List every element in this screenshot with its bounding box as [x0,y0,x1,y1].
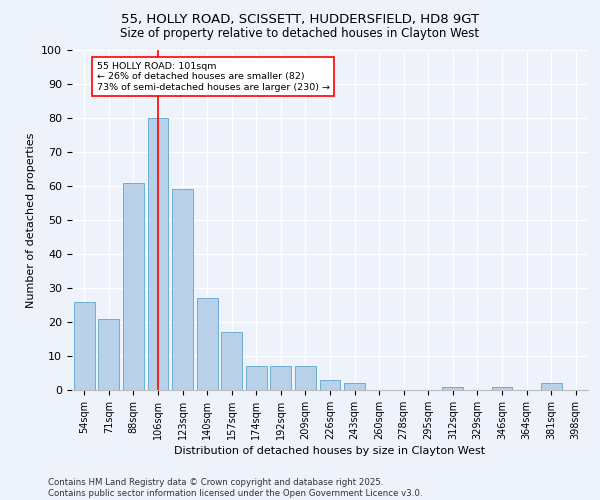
Text: Size of property relative to detached houses in Clayton West: Size of property relative to detached ho… [121,28,479,40]
Text: 55, HOLLY ROAD, SCISSETT, HUDDERSFIELD, HD8 9GT: 55, HOLLY ROAD, SCISSETT, HUDDERSFIELD, … [121,12,479,26]
Bar [197,298,218,390]
Bar [74,302,95,390]
Bar [442,386,463,390]
X-axis label: Distribution of detached houses by size in Clayton West: Distribution of detached houses by size … [175,446,485,456]
Bar [295,366,316,390]
Bar [541,383,562,390]
Bar [221,332,242,390]
Bar [172,190,193,390]
Bar [98,318,119,390]
Bar [148,118,169,390]
Bar [123,182,144,390]
Bar [246,366,267,390]
Y-axis label: Number of detached properties: Number of detached properties [26,132,36,308]
Bar [271,366,292,390]
Text: Contains HM Land Registry data © Crown copyright and database right 2025.
Contai: Contains HM Land Registry data © Crown c… [48,478,422,498]
Text: 55 HOLLY ROAD: 101sqm
← 26% of detached houses are smaller (82)
73% of semi-deta: 55 HOLLY ROAD: 101sqm ← 26% of detached … [97,62,329,92]
Bar [491,386,512,390]
Bar [320,380,340,390]
Bar [344,383,365,390]
